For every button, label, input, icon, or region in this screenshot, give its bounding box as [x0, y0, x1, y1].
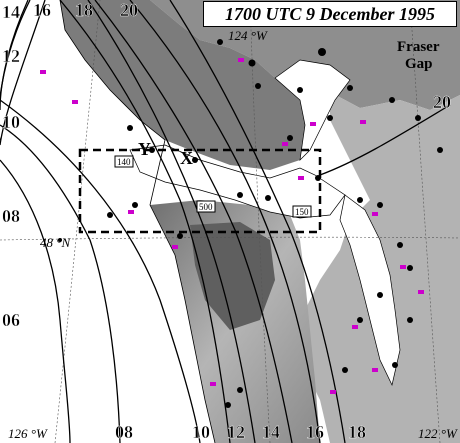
terrain-vancouver-island — [60, 0, 310, 170]
isobar-20b — [169, 0, 346, 443]
map-title: 1700 UTC 9 December 1995 — [203, 1, 457, 27]
isobar-18 — [94, 0, 293, 443]
isobar-label-bottom-18: 18 — [348, 422, 366, 442]
point-label-x: X — [180, 148, 193, 168]
isobar-10-mid — [0, 99, 201, 443]
isobar-14-mid — [87, 0, 256, 443]
boxed-value-140: 140 — [117, 157, 131, 167]
isobar-label-bottom-16: 16 — [306, 422, 324, 442]
place-label-fraser: Fraser — [397, 39, 440, 55]
isobar-label-12: 12 — [2, 46, 20, 66]
isobar-12 — [0, 0, 46, 146]
coastline-west — [59, 0, 216, 443]
point-label-y: Y — [138, 139, 151, 159]
boxed-value-150: 150 — [295, 207, 309, 217]
isobar-label-top-18: 18 — [75, 0, 93, 20]
isobar-10 — [0, 0, 31, 140]
water-georgia — [274, 59, 351, 161]
isobar-label-14: 14 — [2, 2, 20, 22]
isobar-label-bottom-10: 10 — [192, 422, 210, 442]
water-puget — [339, 194, 401, 387]
isobar-20 — [129, 0, 321, 443]
place-label-gap: Gap — [405, 56, 433, 72]
terrain-north — [150, 0, 460, 110]
analysis-box — [78, 148, 322, 234]
lat-label-48n: 48 °N — [40, 235, 71, 250]
boxed-value-500: 500 — [199, 202, 213, 212]
lon-label-124w: 124 °W — [228, 28, 268, 43]
isobar-label-10: 10 — [2, 112, 20, 132]
isobar-label-bottom-14: 14 — [262, 422, 280, 442]
lon-label-122w: 122 °W — [418, 426, 458, 441]
isobar-08-left — [0, 124, 121, 443]
isobar-label-top-20: 20 — [120, 0, 138, 20]
isobar-label-bottom-08: 08 — [115, 422, 133, 442]
isobar-label-bottom-12: 12 — [227, 422, 245, 442]
lon-label-126w: 126 °W — [8, 426, 48, 441]
stations — [58, 39, 443, 408]
isobar-label-06: 06 — [2, 310, 20, 330]
isobar-label-top-16: 16 — [33, 0, 51, 20]
station-markers — [40, 58, 424, 394]
isobar-06-left — [0, 159, 71, 443]
isobar-label-right-20: 20 — [433, 92, 451, 112]
isobar-16 — [59, 0, 231, 443]
isobar-label-08: 08 — [2, 206, 20, 226]
isobar-right — [319, 104, 451, 176]
